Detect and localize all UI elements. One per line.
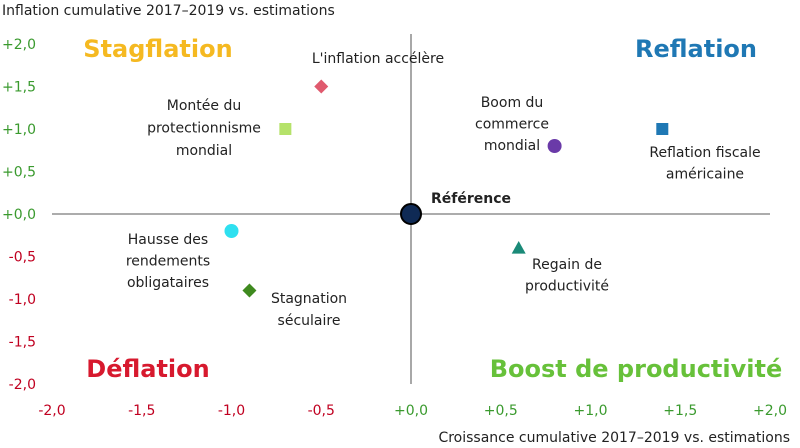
point-label: L'inflation accélère <box>312 51 444 67</box>
point-circle <box>224 224 239 238</box>
tick-labels: -2,0 -1,5 -1,0 -0,5 +0,0 +0,5 +1,0 +1,5 +2,0 +2,0… <box>2 37 787 419</box>
x-tick-label: +1,5 <box>663 403 697 419</box>
point-diamond <box>314 79 329 94</box>
y-tick-label: -0,5 <box>9 250 36 266</box>
point-label: Stagnation séculaire <box>271 291 347 329</box>
point-label: Boom du commerce mondial <box>475 95 549 154</box>
point-triangle <box>511 241 526 254</box>
x-axis-title: Croissance cumulative 2017–2019 vs. esti… <box>438 430 790 446</box>
point-label: Reflation fiscale américaine <box>649 145 760 183</box>
y-tick-label: +1,0 <box>2 122 36 138</box>
data-points <box>224 79 669 298</box>
x-tick-label: +0,0 <box>394 403 428 419</box>
point-reference <box>400 203 422 225</box>
y-tick-label: -1,5 <box>9 335 36 351</box>
y-axis-title: Inflation cumulative 2017–2019 vs. estim… <box>2 3 335 19</box>
x-tick-label: +0,5 <box>484 403 518 419</box>
x-tick-label: -1,5 <box>128 403 155 419</box>
point-diamond <box>242 283 257 298</box>
y-tick-label: +2,0 <box>2 37 36 53</box>
x-tick-label: -1,0 <box>218 403 245 419</box>
y-tick-label: +0,5 <box>2 165 36 181</box>
point-circle <box>547 139 562 153</box>
point-square <box>656 123 669 135</box>
quadrant-label: Stagflation <box>83 35 232 63</box>
x-tick-label: +2,0 <box>753 403 787 419</box>
y-tick-label: +1,5 <box>2 80 36 96</box>
x-tick-label: -2,0 <box>38 403 65 419</box>
point-label: Regain de productivité <box>525 257 609 295</box>
point-label: Montée du protectionnisme mondial <box>147 98 261 159</box>
quadrant-label: Déflation <box>86 355 209 383</box>
point-label: Référence <box>431 191 511 207</box>
quadrant-labels: Stagflation Reflation Déflation Boost de pr… <box>83 35 782 383</box>
x-tick-label: -0,5 <box>308 403 335 419</box>
y-tick-label: -2,0 <box>9 377 36 393</box>
quadrant-label: Boost de productivité <box>490 355 783 383</box>
quadrant-label: Reflation <box>635 35 757 63</box>
point-label: Hausse des rendements obligataires <box>126 232 210 291</box>
y-tick-label: -1,0 <box>9 292 36 308</box>
x-tick-label: +1,0 <box>574 403 608 419</box>
point-labels: L'inflation accélère Montée du protectionn… <box>126 51 761 329</box>
point-square <box>279 123 292 135</box>
y-tick-label: +0,0 <box>2 207 36 223</box>
